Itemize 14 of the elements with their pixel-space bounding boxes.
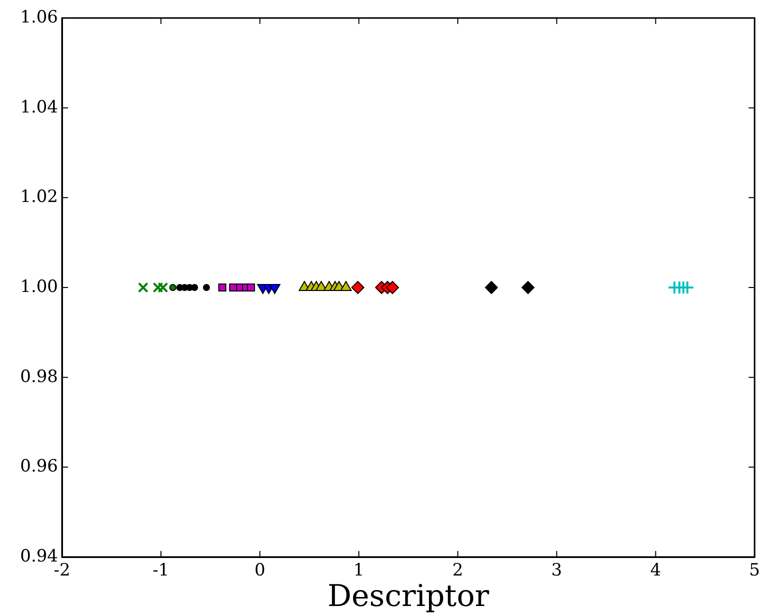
- y-tick-label: 1.06: [20, 7, 58, 28]
- x-tick-label: 3: [551, 560, 562, 581]
- y-tick-label: 1.02: [20, 187, 58, 208]
- x-tick-label: 0: [254, 560, 266, 581]
- x-axis-title: Descriptor: [327, 578, 490, 614]
- x-tick-label: -1: [152, 560, 170, 581]
- y-tick-label: 0.98: [20, 366, 58, 387]
- x-tick-label: 2: [452, 560, 464, 581]
- y-tick-label: 0.96: [20, 456, 58, 477]
- x-tick-label: 1: [353, 560, 364, 581]
- x-tick-label: 4: [650, 560, 662, 581]
- y-tick-label: 1.04: [20, 97, 58, 118]
- y-tick-label: 1.00: [20, 276, 58, 297]
- x-tick-label: 5: [749, 560, 760, 581]
